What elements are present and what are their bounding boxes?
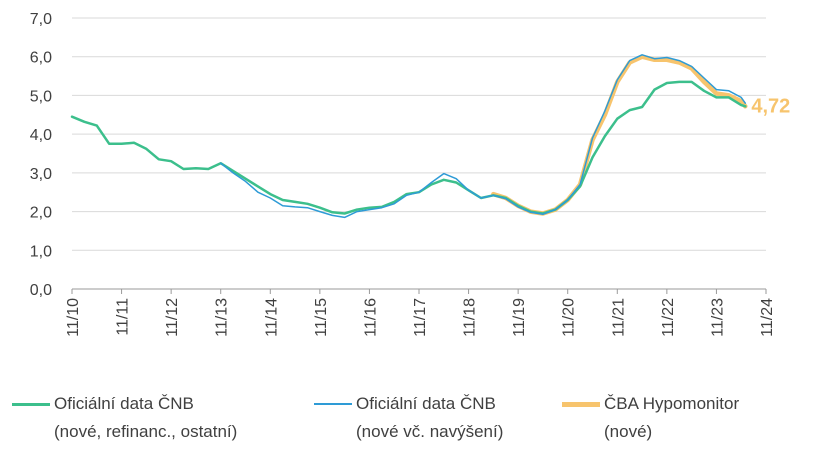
- x-tick-label: 11/22: [660, 298, 677, 337]
- x-tick-label: 11/20: [561, 298, 578, 337]
- legend-sublabel: (nové): [604, 422, 653, 441]
- series-line: [219, 54, 747, 219]
- y-tick-label: 4,0: [30, 127, 52, 144]
- x-tick-label: 11/13: [214, 298, 231, 337]
- x-tick-label: 11/24: [759, 298, 776, 337]
- x-axis: 11/10 11/11 11/12 11/13 11/14 11/15 11/16 11/17…: [65, 289, 776, 337]
- y-tick-label: 3,0: [30, 166, 52, 183]
- legend-swatch: [562, 402, 600, 407]
- legend-label: ČBA Hypomonitor: [604, 394, 740, 413]
- x-tick-label: 11/10: [65, 298, 82, 337]
- x-tick-label: 11/16: [362, 298, 379, 337]
- y-tick-label: 7,0: [30, 11, 52, 28]
- end-value-label: 4,72: [751, 95, 790, 117]
- x-tick-label: 11/14: [263, 298, 280, 337]
- y-tick-label: 6,0: [30, 50, 52, 67]
- x-tick-label: 11/17: [412, 298, 429, 337]
- x-tick-label: 11/12: [164, 298, 181, 337]
- gridlines: [72, 17, 766, 290]
- x-tick-label: 11/11: [115, 298, 132, 336]
- series-line: [491, 54, 748, 216]
- legend-sublabel: (nové vč. navýšení): [356, 422, 504, 441]
- y-tick-label: 2,0: [30, 205, 52, 222]
- y-tick-label: 0,0: [30, 282, 52, 299]
- legend-swatch: [314, 403, 352, 405]
- y-tick-label: 1,0: [30, 243, 52, 260]
- x-tick-label: 11/19: [511, 298, 528, 337]
- x-tick-label: 11/21: [610, 298, 627, 337]
- y-axis: 0,0 1,0 2,0 3,0 4,0 5,0 6,0 7,0: [30, 11, 52, 299]
- legend-label: Oficiální data ČNB: [356, 394, 496, 413]
- legend-sublabel: (nové, refinanc., ostatní): [54, 422, 238, 441]
- series-lines: [70, 54, 748, 219]
- x-tick-label: 11/18: [462, 298, 479, 337]
- legend-label: Oficiální data ČNB: [54, 394, 194, 413]
- series-line: [70, 80, 747, 215]
- x-tick-label: 11/15: [313, 298, 330, 337]
- x-tick-label: 11/23: [709, 298, 726, 337]
- line-chart: 0,0 1,0 2,0 3,0 4,0 5,0 6,0 7,0 11/10 11/11 11/12…: [30, 11, 791, 337]
- legend-swatch: [12, 403, 50, 406]
- y-tick-label: 5,0: [30, 88, 52, 105]
